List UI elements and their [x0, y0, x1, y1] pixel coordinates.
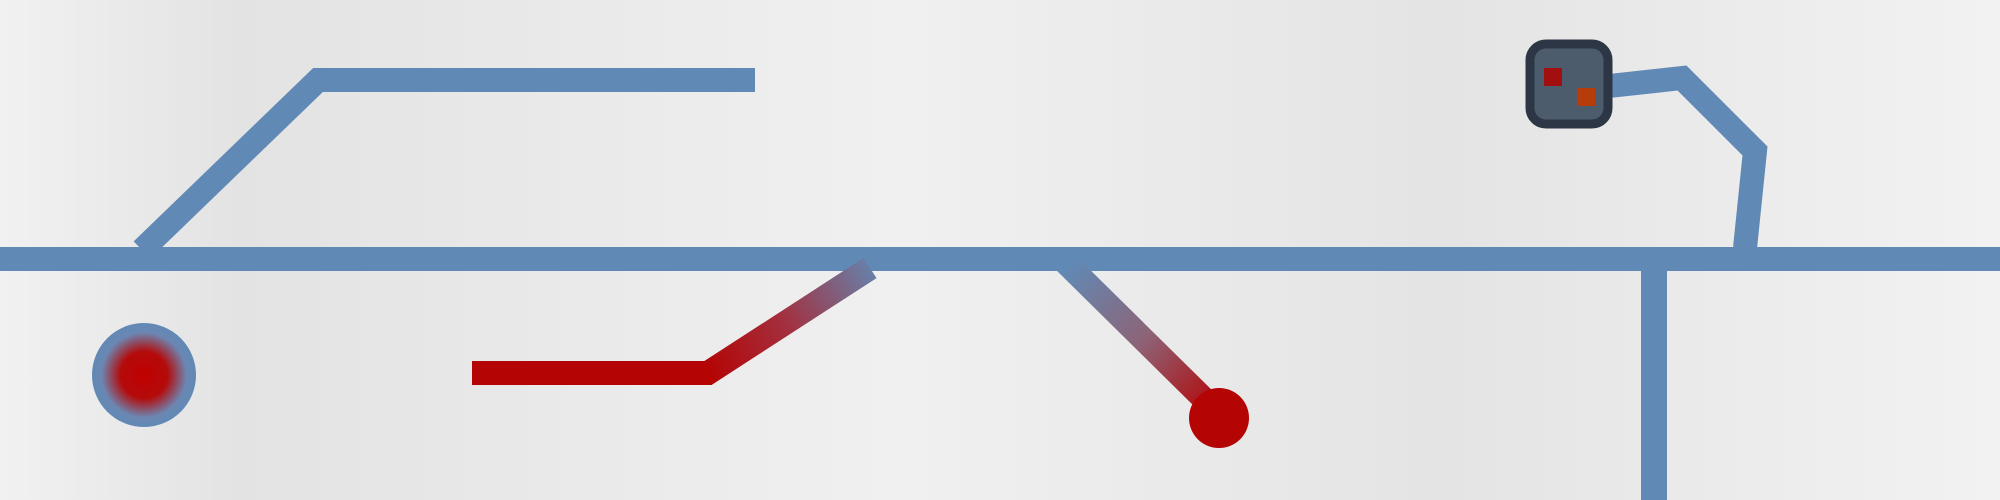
device-connector-track: [1598, 65, 1768, 250]
alert-branch-middle: [1056, 253, 1219, 414]
right-vertical-track: [1641, 271, 1667, 500]
upper-left-branch: [133, 68, 755, 259]
device-status-led-red: [1544, 68, 1562, 86]
main-horizontal-track: [0, 247, 2000, 271]
status-device[interactable]: [1525, 39, 1613, 129]
device-status-led-orange: [1577, 88, 1595, 106]
left-indicator-node: [92, 323, 196, 427]
track-group: [0, 65, 2000, 500]
device-body[interactable]: [1525, 39, 1613, 129]
alert-branch-left: [472, 257, 877, 385]
alert-endpoint-node: [1189, 388, 1249, 448]
